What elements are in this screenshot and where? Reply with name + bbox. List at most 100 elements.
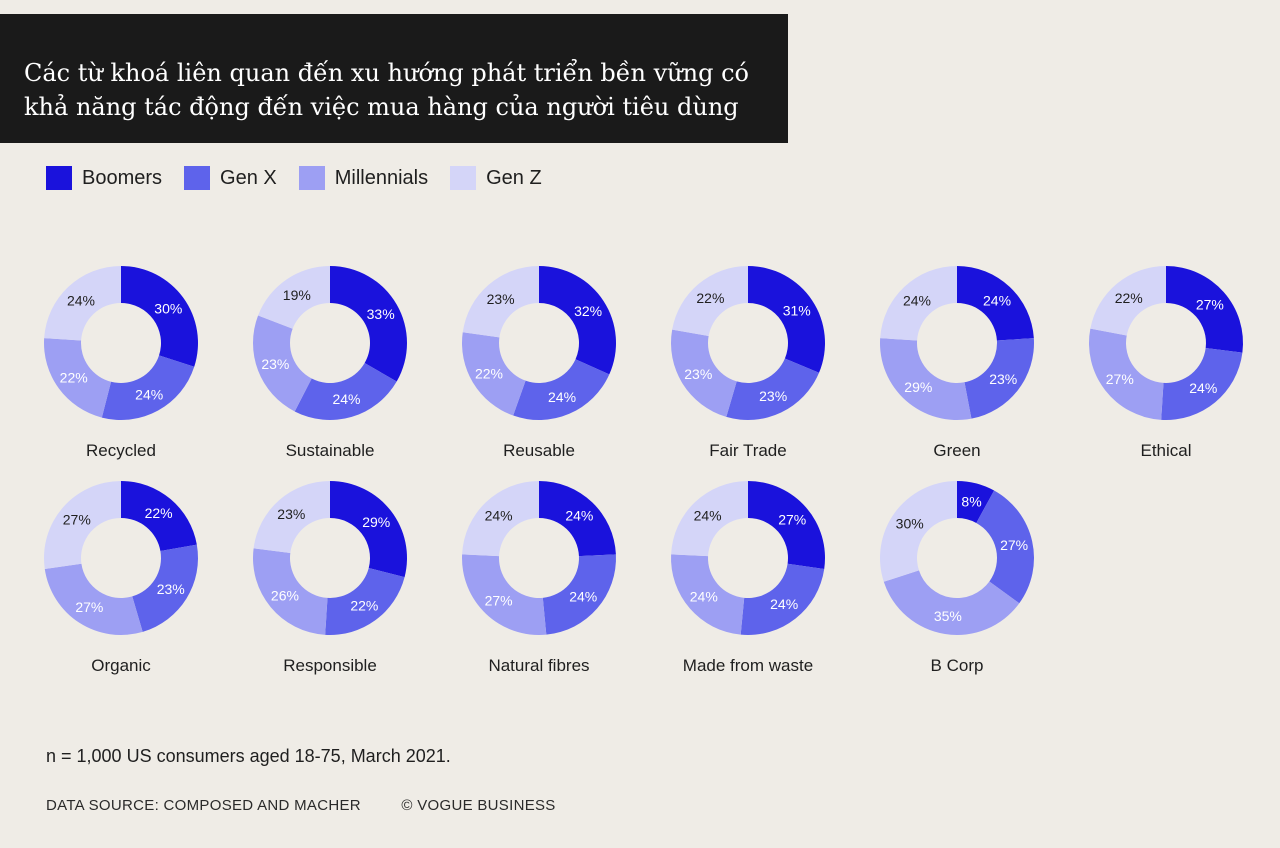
legend-label-gen-z: Gen Z [486,166,542,189]
slice-made-from-waste-gen-z [671,481,748,557]
donut-label-ethical: Ethical [1140,441,1191,460]
slice-reusable-millennials [462,332,526,416]
legend-item-boomers: Boomers [46,166,162,190]
donut-natural-fibres: 24% 24% 27% 24% Natural fibres [462,481,616,675]
value-label-organic-gen-x: 23% [157,581,185,597]
donut-responsible: 29% 22% 26% 23% Responsible [252,481,407,675]
donut-reusable: 32% 24% 22% 23% Reusable [462,266,616,460]
value-label-made-from-waste-millennials: 24% [690,588,718,604]
legend-label-millennials: Millennials [334,166,429,189]
value-label-made-from-waste-boomers: 27% [778,512,806,528]
credit: © VOGUE BUSINESS [401,797,556,814]
donut-label-recycled: Recycled [86,441,156,460]
slice-organic-millennials [44,563,143,636]
value-label-b-corp-boomers: 8% [961,493,981,509]
slice-recycled-gen-z [44,266,121,341]
slice-sustainable-boomers [330,266,407,382]
slice-b-corp-millennials [883,570,1020,635]
value-label-made-from-waste-gen-z: 24% [694,508,722,524]
value-label-green-gen-z: 24% [903,292,931,308]
donut-label-b-corp: B Corp [931,656,984,675]
legend-item-millennials: Millennials [298,166,429,190]
donut-label-made-from-waste: Made from waste [683,656,813,675]
slice-b-corp-gen-z [880,481,957,582]
slice-organic-gen-x [132,544,198,632]
value-label-recycled-millennials: 22% [60,369,88,385]
page-title: Các từ khoá liên quan đến xu hướng phát … [24,59,749,121]
value-label-recycled-gen-z: 24% [67,292,95,308]
slice-ethical-gen-x [1161,348,1243,420]
value-label-ethical-boomers: 27% [1196,296,1224,312]
donut-label-fair-trade: Fair Trade [709,441,786,460]
value-label-sustainable-millennials: 23% [261,356,289,372]
donut-label-natural-fibres: Natural fibres [488,656,589,675]
value-label-natural-fibres-millennials: 27% [485,592,513,608]
value-label-reusable-boomers: 32% [574,303,602,319]
slice-green-gen-x [964,338,1034,419]
value-label-reusable-gen-z: 23% [487,291,515,307]
slice-natural-fibres-gen-x [542,554,616,635]
value-label-green-gen-x: 23% [989,371,1017,387]
slice-green-millennials [879,338,972,420]
data-source: DATA SOURCE: COMPOSED AND MACHER [46,797,361,814]
slice-b-corp-gen-x [976,490,1034,604]
donut-sustainable: 33% 24% 23% 19% Sustainable [253,266,407,460]
donut-label-reusable: Reusable [503,441,575,460]
legend-item-gen-x: Gen X [184,166,277,190]
slice-natural-fibres-boomers [539,481,616,557]
value-label-natural-fibres-gen-z: 24% [485,508,513,524]
value-label-b-corp-millennials: 35% [934,608,962,624]
slice-organic-boomers [121,481,197,552]
value-label-b-corp-gen-z: 30% [896,516,924,532]
value-label-responsible-millennials: 26% [271,587,299,603]
donut-label-sustainable: Sustainable [286,441,375,460]
value-label-natural-fibres-gen-x: 24% [569,588,597,604]
title-banner: Các từ khoá liên quan đến xu hướng phát … [0,14,788,143]
donut-label-organic: Organic [91,656,151,675]
slice-responsible-millennials [252,548,328,635]
slice-fair-trade-millennials [671,329,737,417]
value-label-made-from-waste-gen-x: 24% [770,596,798,612]
legend-swatch-gen-x [184,166,211,190]
slice-natural-fibres-gen-z [462,481,539,557]
slice-made-from-waste-boomers [748,481,825,569]
value-label-b-corp-gen-x: 27% [1000,537,1028,553]
slice-recycled-gen-x [101,355,195,421]
value-label-ethical-millennials: 27% [1106,371,1134,387]
slice-reusable-gen-x [513,359,610,420]
slice-reusable-gen-z [462,266,539,338]
slice-natural-fibres-millennials [462,554,547,636]
donut-fair-trade: 31% 23% 23% 22% Fair Trade [671,266,825,460]
slice-made-from-waste-millennials [671,554,745,635]
value-label-fair-trade-gen-z: 22% [696,290,724,306]
value-label-reusable-millennials: 22% [475,365,503,381]
slice-organic-gen-z [43,481,121,569]
donut-b-corp: 8% 27% 35% 30% B Corp [880,481,1034,675]
slice-recycled-boomers [121,266,199,367]
slice-responsible-gen-z [253,481,330,553]
donut-recycled: 30% 24% 22% 24% Recycled [44,266,199,460]
slice-responsible-boomers [330,481,407,578]
legend: Boomers Gen X Millennials Gen Z [46,166,564,190]
value-label-sustainable-gen-z: 19% [283,287,311,303]
value-label-organic-gen-z: 27% [63,512,91,528]
value-label-responsible-gen-z: 23% [277,506,305,522]
value-label-sustainable-gen-x: 24% [332,391,360,407]
value-label-fair-trade-gen-x: 23% [759,388,787,404]
value-label-organic-boomers: 22% [145,505,173,521]
value-label-recycled-gen-x: 24% [135,386,163,402]
value-label-natural-fibres-boomers: 24% [565,508,593,524]
value-label-ethical-gen-x: 24% [1189,380,1217,396]
legend-swatch-boomers [46,166,72,190]
slice-sustainable-gen-x [294,363,397,420]
legend-label-gen-x: Gen X [220,166,277,189]
slice-sustainable-millennials [253,315,312,412]
legend-item-gen-z: Gen Z [450,166,542,190]
slice-ethical-gen-z [1090,266,1166,336]
slice-ethical-boomers [1166,266,1243,353]
slice-sustainable-gen-z [258,266,330,329]
donut-green: 24% 23% 29% 24% Green [879,266,1034,460]
slice-b-corp-boomers [957,481,995,523]
legend-label-boomers: Boomers [82,166,163,189]
